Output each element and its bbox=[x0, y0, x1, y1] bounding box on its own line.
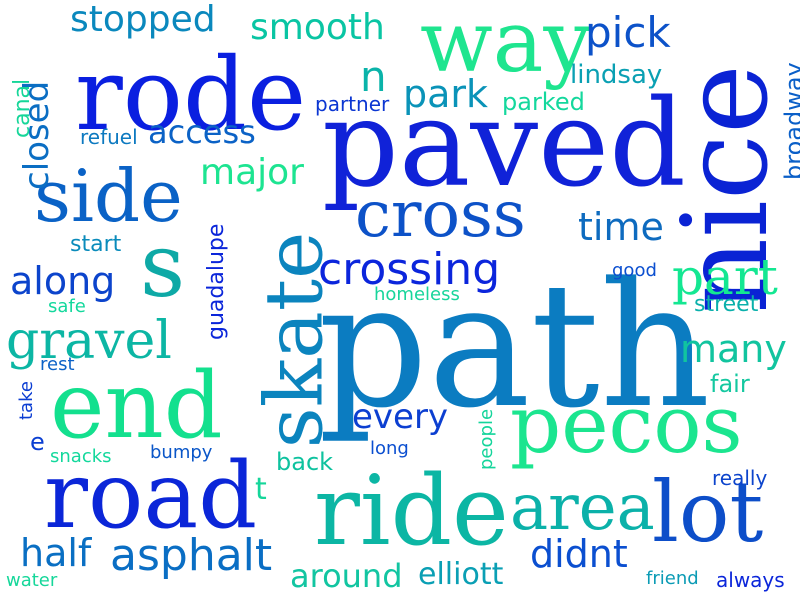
word-always: always bbox=[716, 568, 785, 592]
word-paved: paved bbox=[322, 75, 686, 214]
word-every: every bbox=[352, 397, 449, 437]
word-start: start bbox=[70, 232, 122, 257]
word-cross: cross bbox=[355, 178, 526, 252]
word-n: n bbox=[360, 52, 387, 101]
word-lindsay: lindsay bbox=[570, 60, 663, 90]
word-lot: lot bbox=[652, 463, 764, 561]
word-friend: friend bbox=[646, 568, 699, 589]
word-e: e bbox=[30, 428, 45, 456]
word-bumpy: bumpy bbox=[150, 442, 213, 463]
word-refuel: refuel bbox=[80, 125, 138, 149]
word-asphalt: asphalt bbox=[110, 530, 273, 581]
word-street: street bbox=[694, 292, 759, 317]
word-area: area bbox=[510, 471, 655, 545]
word-stopped: stopped bbox=[70, 0, 216, 40]
word-pecos: pecos bbox=[510, 378, 743, 471]
word-homeless: homeless bbox=[374, 284, 460, 305]
word-around: around bbox=[290, 557, 403, 595]
word-part: part bbox=[672, 248, 778, 306]
word-safe: safe bbox=[48, 296, 86, 317]
word-along: along bbox=[10, 259, 116, 303]
word-way: way bbox=[420, 0, 592, 92]
word-many: many bbox=[680, 327, 787, 371]
word-guadalupe: guadalupe bbox=[204, 223, 229, 340]
word-side: side bbox=[34, 154, 183, 238]
word-partner: partner bbox=[315, 92, 390, 116]
word-long: long bbox=[370, 438, 409, 459]
word-road: road bbox=[44, 442, 258, 549]
word-fair: fair bbox=[710, 370, 750, 398]
word-time: time bbox=[578, 205, 664, 249]
word-didnt: didnt bbox=[530, 532, 628, 576]
word-gravel: gravel bbox=[6, 311, 172, 371]
word-water: water bbox=[6, 570, 58, 591]
word-back: back bbox=[276, 448, 334, 476]
word-good: good bbox=[612, 260, 657, 281]
word-park: park bbox=[403, 72, 489, 116]
word-people: people bbox=[476, 408, 497, 470]
word-rode: rode bbox=[75, 36, 307, 153]
word-t: t bbox=[255, 472, 267, 507]
word-pick: pick bbox=[585, 8, 671, 57]
word-really: really bbox=[712, 466, 768, 490]
word-major: major bbox=[200, 152, 304, 193]
word-half: half bbox=[20, 531, 92, 575]
word-broadway: broadway bbox=[780, 62, 800, 180]
word-snacks: snacks bbox=[50, 446, 112, 467]
word-s: s bbox=[140, 214, 186, 317]
word-end: end bbox=[50, 352, 223, 459]
word-smooth: smooth bbox=[250, 7, 385, 48]
word-access: access bbox=[148, 113, 256, 151]
word-elliott: elliott bbox=[418, 557, 504, 592]
word-parked: parked bbox=[502, 88, 585, 116]
word-crossing: crossing bbox=[318, 244, 501, 295]
word-path: path bbox=[318, 245, 711, 446]
word-canal: canal bbox=[10, 78, 35, 138]
word-ride: ride bbox=[314, 455, 509, 567]
word-rest: rest bbox=[40, 354, 75, 375]
word-take: take bbox=[16, 381, 37, 420]
